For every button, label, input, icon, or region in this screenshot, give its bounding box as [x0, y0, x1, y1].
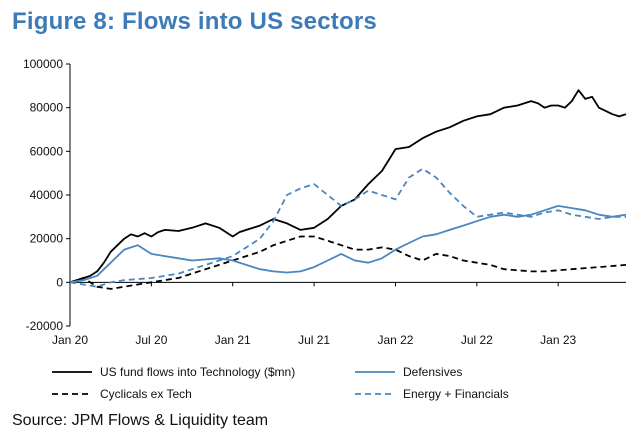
series-line-cyclicals-ex-tech [69, 235, 627, 290]
series-line-defensives [69, 204, 627, 284]
y-tick-label: 80000 [30, 101, 64, 115]
y-tick-label: 20000 [30, 232, 64, 246]
x-tick-label: Jan 22 [377, 333, 413, 347]
legend-label: Defensives [403, 365, 462, 379]
legend-label: Cyclicals ex Tech [100, 387, 192, 401]
y-tick-label: 40000 [30, 188, 64, 202]
x-tick-label: Jul 21 [298, 333, 330, 347]
legend-item-us-fund-flows-into-technology-mn: US fund flows into Technology ($mn) [52, 365, 295, 379]
legend-label: Energy + Financials [403, 387, 509, 401]
legend-label: US fund flows into Technology ($mn) [100, 365, 295, 379]
x-tick-label: Jan 20 [52, 333, 88, 347]
legend-item-energy-financials: Energy + Financials [355, 387, 509, 401]
legend: US fund flows into Technology ($mn) Defen… [52, 365, 509, 401]
figure-title: Figure 8: Flows into US sectors [12, 8, 377, 35]
legend-item-defensives: Defensives [355, 365, 462, 379]
x-tick-label: Jul 20 [135, 333, 167, 347]
y-tick-label: 60000 [30, 144, 64, 158]
y-tick-label: 0 [56, 275, 63, 289]
series-line-energy-financials [69, 167, 626, 288]
source-note: Source: JPM Flows & Liquidity team [12, 412, 269, 429]
series-layer [69, 89, 627, 290]
y-tick-label: -20000 [26, 319, 64, 333]
x-tick-label: Jul 22 [461, 333, 493, 347]
flows-line-chart: -20000 0 20000 40000 60000 80000 100000 Jan 20 J… [23, 57, 627, 401]
x-tick-label: Jan 21 [215, 333, 251, 347]
y-tick-label: 100000 [23, 57, 63, 71]
legend-item-cyclicals-ex-tech: Cyclicals ex Tech [52, 387, 192, 401]
x-tick-label: Jan 23 [540, 333, 576, 347]
chart-axes: -20000 0 20000 40000 60000 80000 100000 Jan 20 J… [23, 57, 626, 347]
